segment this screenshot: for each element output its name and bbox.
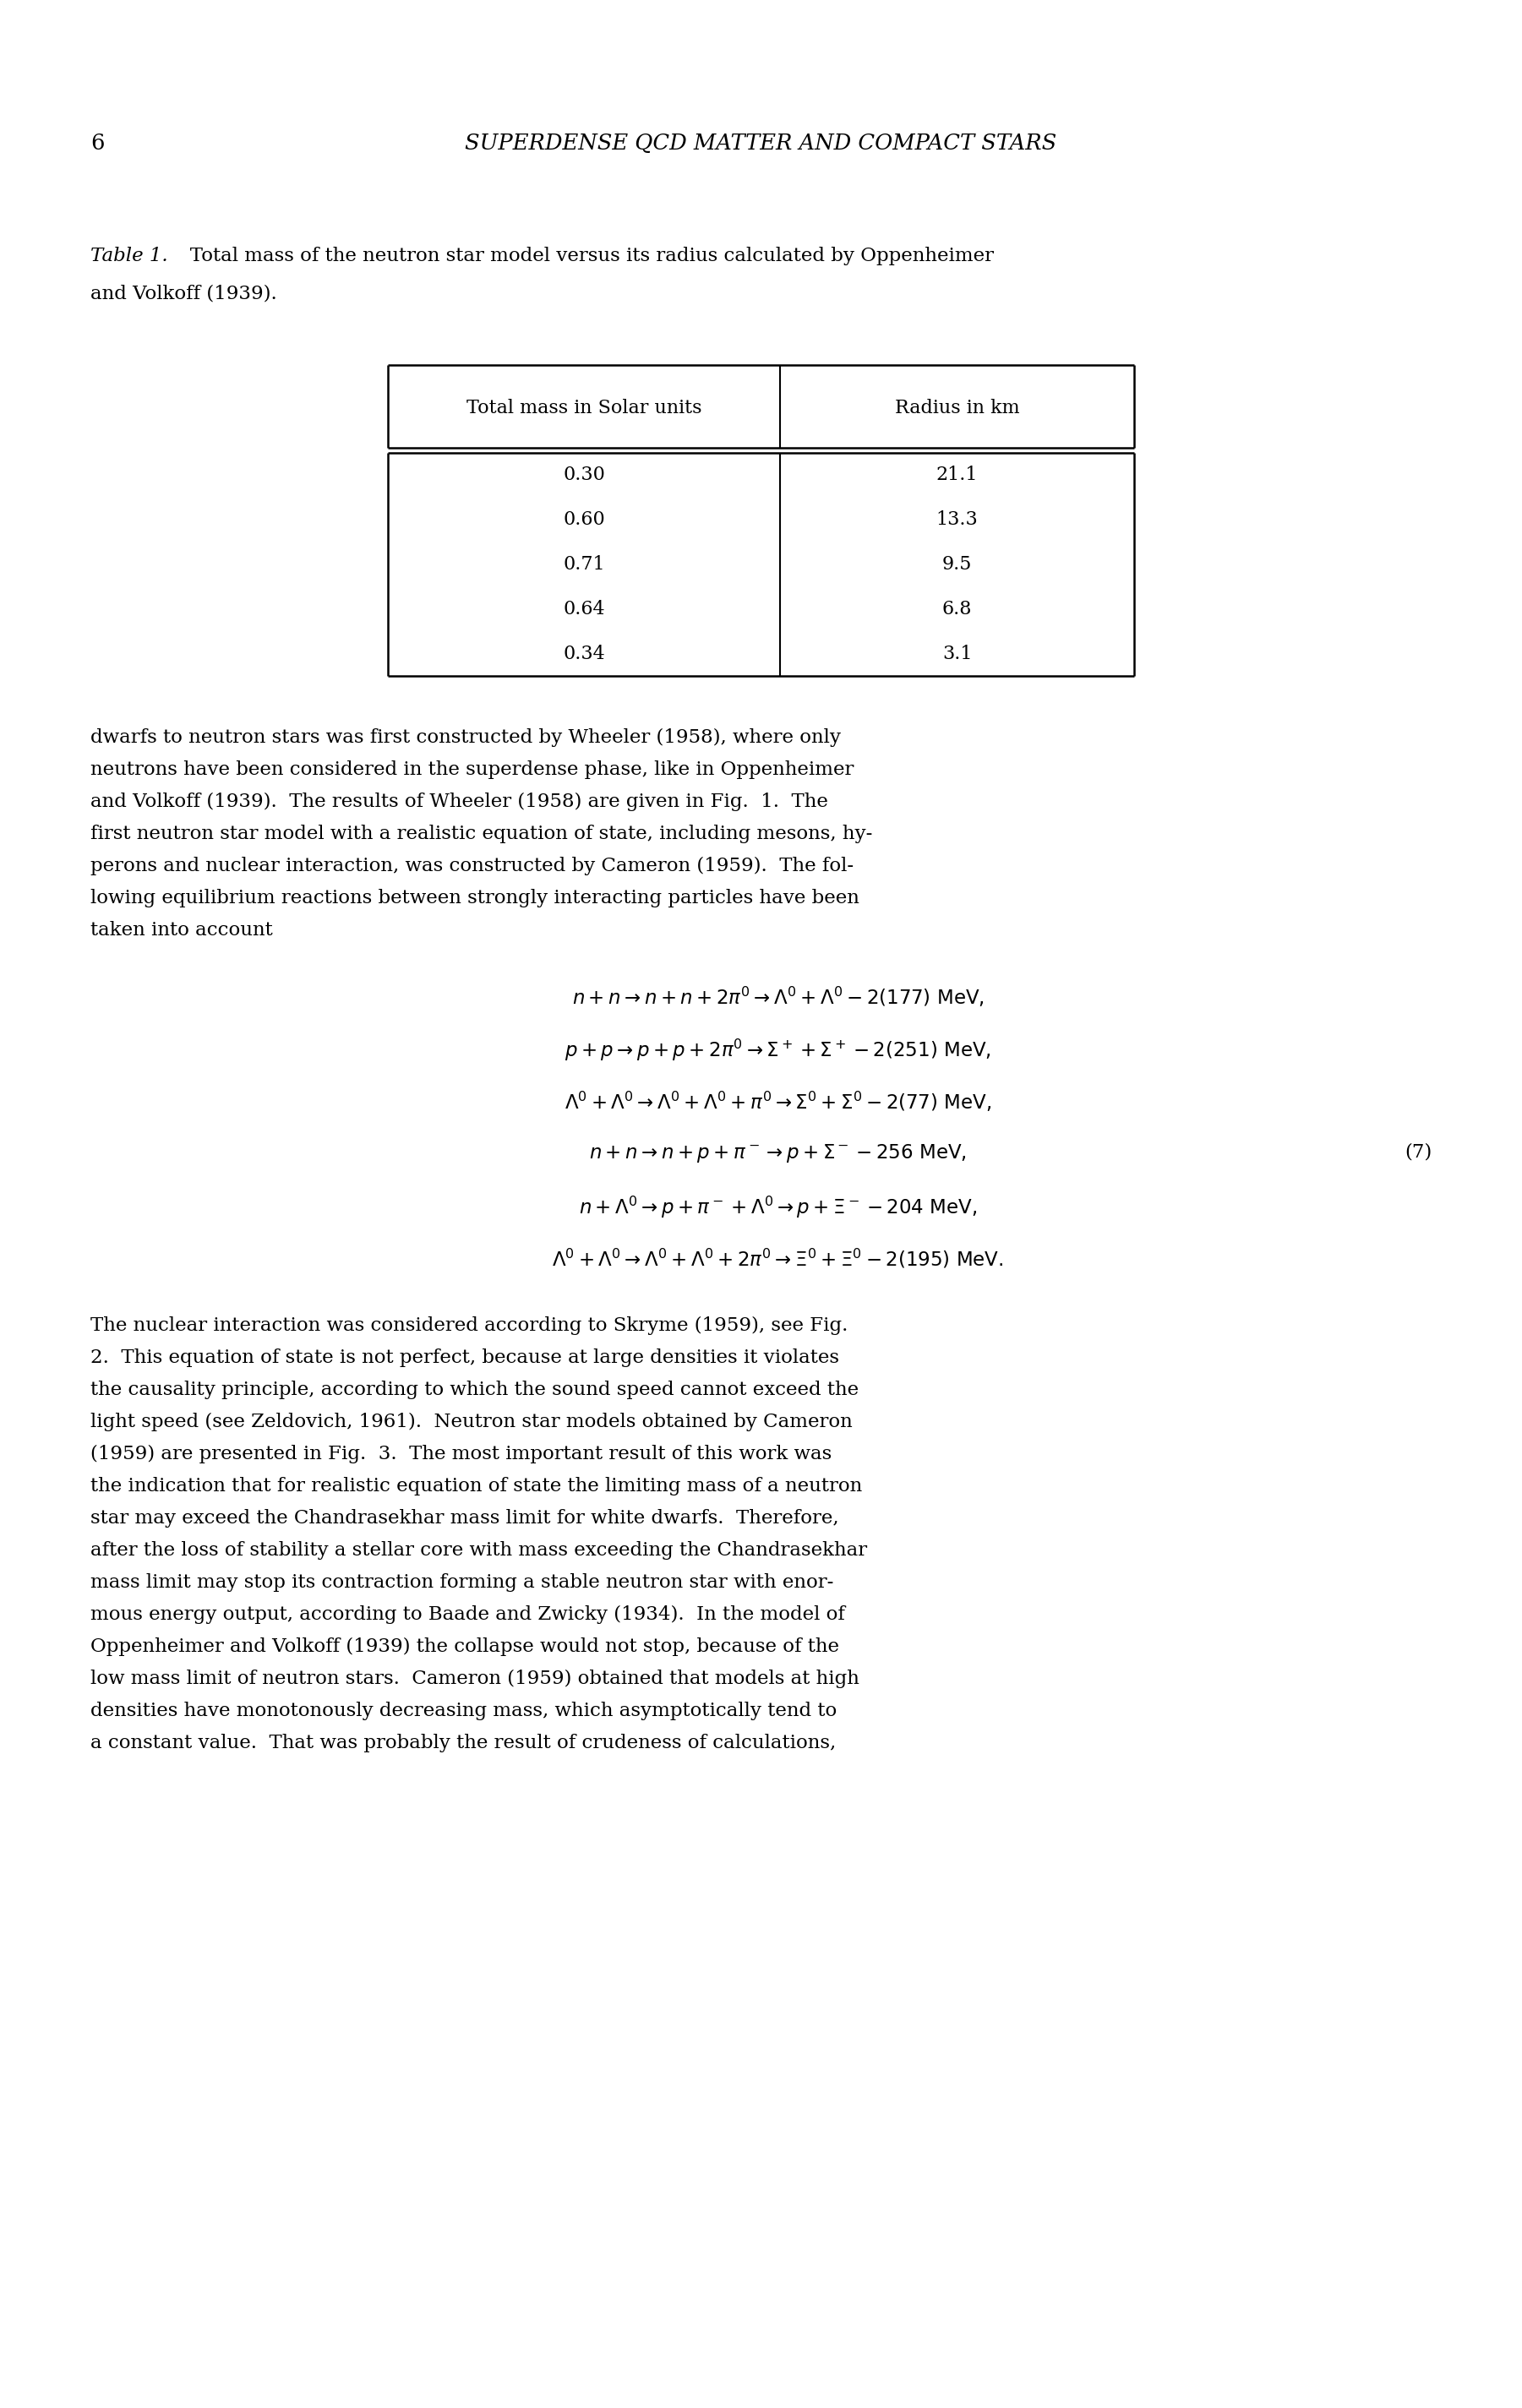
Text: mous energy output, according to Baade and Zwicky (1934).  In the model of: mous energy output, according to Baade a… — [90, 1606, 845, 1623]
Text: perons and nuclear interaction, was constructed by Cameron (1959).  The fol-: perons and nuclear interaction, was cons… — [90, 857, 854, 877]
Text: after the loss of stability a stellar core with mass exceeding the Chandrasekhar: after the loss of stability a stellar co… — [90, 1541, 868, 1560]
Text: Table 1.: Table 1. — [90, 246, 167, 265]
Text: 2.  This equation of state is not perfect, because at large densities it violate: 2. This equation of state is not perfect… — [90, 1348, 839, 1368]
Text: lowing equilibrium reactions between strongly interacting particles have been: lowing equilibrium reactions between str… — [90, 889, 860, 908]
Text: SUPERDENSE QCD MATTER AND COMPACT STARS: SUPERDENSE QCD MATTER AND COMPACT STARS — [466, 132, 1056, 154]
Text: and Volkoff (1939).: and Volkoff (1939). — [90, 284, 277, 303]
Text: $\Lambda^0+\Lambda^0 \rightarrow \Lambda^0+\Lambda^0+\pi^0 \rightarrow \Sigma^0+: $\Lambda^0+\Lambda^0 \rightarrow \Lambda… — [565, 1091, 991, 1115]
Text: (1959) are presented in Fig.  3.  The most important result of this work was: (1959) are presented in Fig. 3. The most… — [90, 1445, 833, 1464]
Text: 0.71: 0.71 — [563, 556, 604, 573]
Text: $n+n \rightarrow n+n+2\pi^0 \rightarrow \Lambda^0+\Lambda^0-2(177)\ \mathrm{MeV}: $n+n \rightarrow n+n+2\pi^0 \rightarrow … — [572, 985, 985, 1009]
Text: densities have monotonously decreasing mass, which asymptotically tend to: densities have monotonously decreasing m… — [90, 1702, 837, 1719]
Text: mass limit may stop its contraction forming a stable neutron star with enor-: mass limit may stop its contraction form… — [90, 1572, 834, 1592]
Text: $\Lambda^0+\Lambda^0 \rightarrow \Lambda^0+\Lambda^0+2\pi^0 \rightarrow \Xi^0+\X: $\Lambda^0+\Lambda^0 \rightarrow \Lambda… — [552, 1247, 1003, 1269]
Text: 0.30: 0.30 — [563, 465, 606, 484]
Text: 6: 6 — [90, 132, 105, 154]
Text: $n+\Lambda^0 \rightarrow p+\pi^-+\Lambda^0 \rightarrow p+\Xi^--204\ \mathrm{MeV}: $n+\Lambda^0 \rightarrow p+\pi^-+\Lambda… — [578, 1194, 977, 1221]
Text: taken into account: taken into account — [90, 920, 272, 939]
Text: 9.5: 9.5 — [942, 556, 973, 573]
Text: light speed (see Zeldovich, 1961).  Neutron star models obtained by Cameron: light speed (see Zeldovich, 1961). Neutr… — [90, 1413, 852, 1430]
Text: Radius in km: Radius in km — [895, 400, 1020, 417]
Text: dwarfs to neutron stars was first constructed by Wheeler (1958), where only: dwarfs to neutron stars was first constr… — [90, 727, 840, 746]
Text: 13.3: 13.3 — [936, 510, 979, 530]
Text: and Volkoff (1939).  The results of Wheeler (1958) are given in Fig.  1.  The: and Volkoff (1939). The results of Wheel… — [90, 792, 828, 811]
Text: low mass limit of neutron stars.  Cameron (1959) obtained that models at high: low mass limit of neutron stars. Cameron… — [90, 1669, 860, 1688]
Text: Oppenheimer and Volkoff (1939) the collapse would not stop, because of the: Oppenheimer and Volkoff (1939) the colla… — [90, 1637, 839, 1657]
Text: star may exceed the Chandrasekhar mass limit for white dwarfs.  Therefore,: star may exceed the Chandrasekhar mass l… — [90, 1510, 839, 1527]
Text: $p+p \rightarrow p+p+2\pi^0 \rightarrow \Sigma^++\Sigma^+-2(251)\ \mathrm{MeV},$: $p+p \rightarrow p+p+2\pi^0 \rightarrow … — [565, 1038, 991, 1062]
Text: 0.64: 0.64 — [563, 600, 604, 619]
Text: 6.8: 6.8 — [942, 600, 973, 619]
Text: 3.1: 3.1 — [942, 645, 973, 662]
Text: Total mass in Solar units: Total mass in Solar units — [466, 400, 702, 417]
Text: a constant value.  That was probably the result of crudeness of calculations,: a constant value. That was probably the … — [90, 1734, 836, 1753]
Text: $n+n \rightarrow n+p+\pi^- \rightarrow p+\Sigma^--256\ \mathrm{MeV},$: $n+n \rightarrow n+p+\pi^- \rightarrow p… — [589, 1141, 966, 1165]
Text: neutrons have been considered in the superdense phase, like in Oppenheimer: neutrons have been considered in the sup… — [90, 761, 854, 780]
Text: 21.1: 21.1 — [936, 465, 979, 484]
Text: the indication that for realistic equation of state the limiting mass of a neutr: the indication that for realistic equati… — [90, 1476, 861, 1495]
Text: the causality principle, according to which the sound speed cannot exceed the: the causality principle, according to wh… — [90, 1380, 858, 1399]
Text: first neutron star model with a realistic equation of state, including mesons, h: first neutron star model with a realisti… — [90, 824, 872, 843]
Text: 0.60: 0.60 — [563, 510, 604, 530]
Text: (7): (7) — [1405, 1141, 1432, 1161]
Text: 0.34: 0.34 — [563, 645, 604, 662]
Text: The nuclear interaction was considered according to Skryme (1959), see Fig.: The nuclear interaction was considered a… — [90, 1317, 848, 1334]
Text: Total mass of the neutron star model versus its radius calculated by Oppenheimer: Total mass of the neutron star model ver… — [172, 246, 994, 265]
